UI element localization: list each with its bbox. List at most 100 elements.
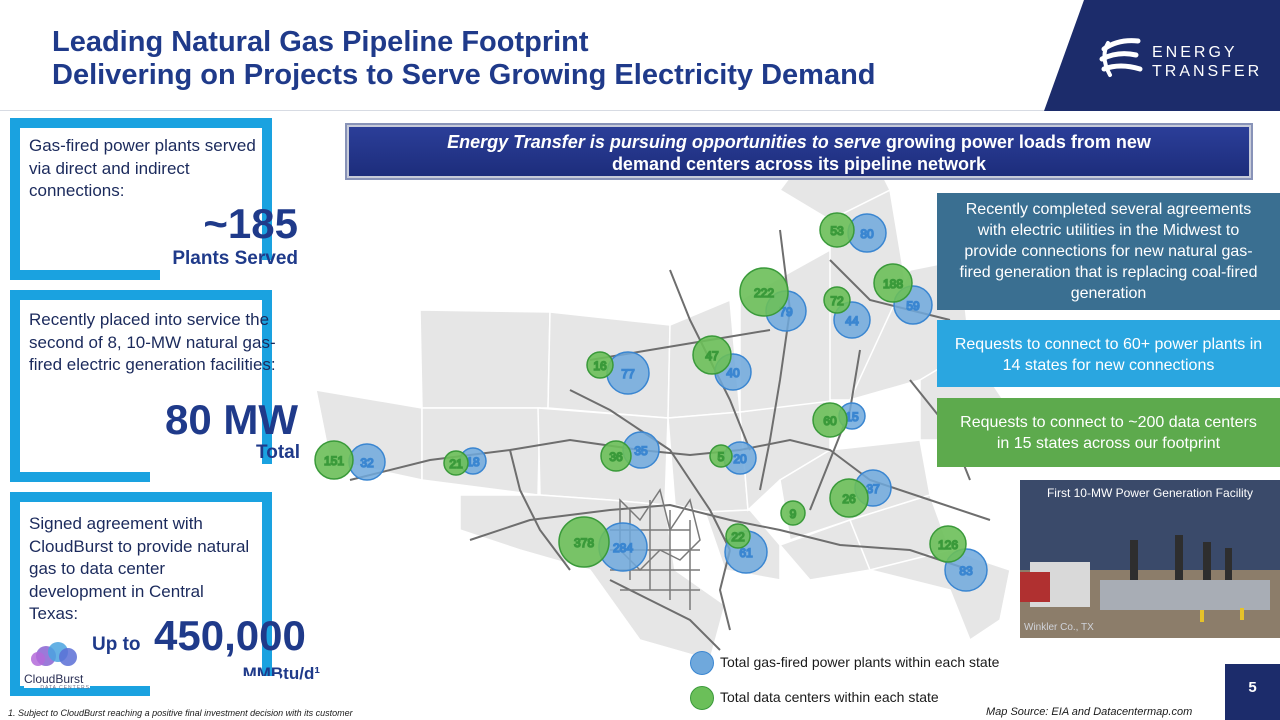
data-bubble-60: 60: [812, 402, 848, 438]
svg-text:44: 44: [845, 314, 859, 328]
cloudburst-logo: CloudBurst DATA CENTERS: [24, 642, 90, 691]
data-bubble-26: 26: [829, 478, 869, 518]
data-bubble-72: 72: [823, 286, 851, 314]
svg-text:16: 16: [593, 359, 607, 373]
data-callout-text: Requests to connect to ~200 data centers…: [960, 414, 1257, 452]
plants-value: ~185: [203, 200, 298, 247]
data-bubble-126: 126: [929, 525, 967, 563]
svg-text:77: 77: [621, 367, 635, 381]
legend-data-label: Total data centers within each state: [720, 689, 939, 705]
facility-image: [1020, 480, 1280, 638]
cloudburst-logo-sub: DATA CENTERS: [40, 685, 90, 691]
data-bubble-36: 36: [600, 440, 632, 472]
svg-text:26: 26: [842, 492, 856, 506]
data-bubble-16: 16: [586, 351, 614, 379]
cloud-icon: [31, 642, 77, 666]
svg-text:36: 36: [609, 450, 623, 464]
svg-text:15: 15: [845, 410, 859, 424]
svg-text:22: 22: [731, 530, 745, 544]
title-line-2: Delivering on Projects to Serve Growing …: [52, 59, 876, 91]
page-title: Leading Natural Gas Pipeline Footprint D…: [52, 26, 1052, 92]
plants-served-box: Gas-fired power plants served via direct…: [10, 118, 298, 280]
box2-notch: [150, 464, 280, 484]
mw-value: 80 MW: [164, 396, 298, 443]
svg-text:47: 47: [705, 349, 719, 363]
mw-label: Total: [256, 442, 300, 463]
logo-line-1: ENERGY: [1152, 44, 1238, 61]
svg-text:61: 61: [739, 546, 753, 560]
data-centers-callout: Requests to connect to ~200 data centers…: [937, 398, 1280, 467]
box3-notch: [150, 676, 280, 698]
svg-text:60: 60: [823, 414, 837, 428]
svg-text:59: 59: [906, 299, 920, 313]
us-states-background: [315, 150, 1012, 661]
logo-line-2: TRANSFER: [1152, 63, 1263, 80]
svg-text:9: 9: [790, 507, 797, 521]
power-bubble-77: 77: [606, 351, 650, 395]
svg-text:188: 188: [883, 277, 903, 291]
cloudburst-description: Signed agreement with CloudBurst to prov…: [29, 514, 250, 623]
data-bubble-53: 53: [819, 212, 855, 248]
banner-line-2: demand centers across its pipeline netwo…: [611, 154, 987, 174]
plants-description: Gas-fired power plants served via direct…: [29, 136, 256, 200]
svg-text:72: 72: [830, 294, 844, 308]
data-center-bubbles: 53 222 72 188 16 47 60 151 21 36 5 26 9 …: [314, 212, 967, 568]
banner-rest: growing power loads from new: [880, 132, 1151, 152]
svg-text:83: 83: [959, 564, 973, 578]
svg-text:284: 284: [613, 541, 633, 555]
logo-background: [1044, 0, 1280, 111]
power-callout-text: Requests to connect to 60+ power plants …: [954, 336, 1263, 374]
data-bubble-188: 188: [873, 263, 913, 303]
svg-text:32: 32: [360, 456, 374, 470]
mw-facility-box: Recently placed into service the second …: [10, 290, 300, 482]
midwest-callout-text: Recently completed several agreements wi…: [959, 201, 1258, 302]
data-bubble-5: 5: [709, 444, 733, 468]
title-line-1: Leading Natural Gas Pipeline Footprint: [52, 26, 589, 58]
cloudburst-logo-name: CloudBurst: [24, 672, 84, 686]
plants-label: Plants Served: [172, 248, 298, 269]
cloudburst-box: Signed agreement with CloudBurst to prov…: [10, 492, 320, 696]
page-number: 5: [1225, 664, 1280, 720]
legend-power-label: Total gas-fired power plants within each…: [720, 654, 1000, 670]
energy-transfer-logo-icon: [1099, 38, 1143, 77]
svg-text:80: 80: [860, 227, 874, 241]
legend-data-dot: [690, 686, 714, 710]
midwest-callout: Recently completed several agreements wi…: [937, 193, 1280, 310]
svg-text:18: 18: [466, 455, 480, 469]
title-divider: [0, 110, 1280, 111]
svg-text:37: 37: [866, 482, 880, 496]
banner-italic: Energy Transfer is pursuing opportunitie…: [447, 132, 881, 152]
power-bubble-35: 35: [622, 431, 660, 469]
cloudburst-value: 450,000: [154, 612, 306, 659]
pipeline-map: 80 79 44 59 77 40 15 32 18 35 20 37 284 …: [314, 150, 1012, 661]
data-bubble-222: 222: [739, 267, 789, 317]
svg-text:35: 35: [634, 444, 648, 458]
data-bubble-151: 151: [314, 440, 354, 480]
headline-banner: Energy Transfer is pursuing opportunitie…: [345, 123, 1253, 180]
power-plant-bubbles: 80 79 44 59 77 40 15 32 18 35 20 37 284 …: [348, 213, 988, 592]
power-plants-callout: Requests to connect to 60+ power plants …: [937, 320, 1280, 387]
facility-photo: First 10-MW Power Generation Facility Wi…: [1020, 480, 1280, 638]
data-bubble-378: 378: [558, 516, 610, 568]
svg-text:126: 126: [938, 538, 958, 552]
cloudburst-prefix: Up to: [92, 634, 141, 655]
svg-text:222: 222: [754, 286, 774, 300]
svg-text:40: 40: [726, 366, 740, 380]
svg-text:21: 21: [449, 457, 463, 471]
photo-caption: First 10-MW Power Generation Facility: [1046, 486, 1254, 500]
footnote: 1. Subject to CloudBurst reaching a posi…: [8, 708, 353, 718]
logo-wordmark: ENERGY TRANSFER: [1152, 43, 1262, 81]
svg-text:378: 378: [574, 536, 594, 550]
svg-text:151: 151: [324, 454, 344, 468]
data-bubble-22: 22: [725, 523, 751, 549]
power-bubble-32: 32: [348, 443, 386, 481]
svg-text:53: 53: [830, 224, 844, 238]
data-bubble-9: 9: [780, 500, 806, 526]
data-bubble-47: 47: [692, 335, 732, 375]
legend-power-dot: [690, 651, 714, 675]
data-bubble-21: 21: [443, 450, 469, 476]
mw-description: Recently placed into service the second …: [29, 310, 276, 374]
svg-text:5: 5: [718, 450, 725, 464]
svg-text:20: 20: [733, 452, 747, 466]
map-source: Map Source: EIA and Datacentermap.com: [986, 706, 1193, 718]
